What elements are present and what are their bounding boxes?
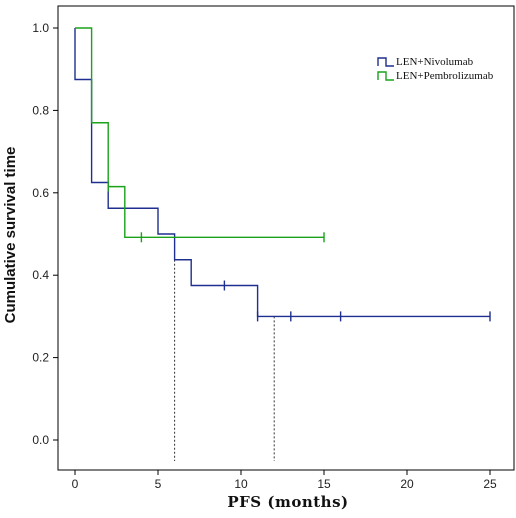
y-tick-label: 0.4: [32, 268, 49, 282]
series-pembrolizumab: [75, 27, 325, 243]
y-tick-label: 0.8: [32, 103, 49, 117]
legend-swatch: [377, 71, 394, 81]
x-tick-label: 5: [155, 477, 162, 491]
x-tick-label: 15: [317, 477, 331, 491]
x-axis-title: PFS (months): [227, 493, 348, 511]
x-tick-label: 0: [72, 477, 79, 491]
legend: LEN+Nivolumab LEN+Pembrolizumab: [377, 56, 494, 82]
y-tick-label: 0.6: [32, 186, 49, 200]
legend-label: LEN+Pembrolizumab: [396, 70, 494, 82]
legend-label: LEN+Nivolumab: [396, 56, 474, 68]
survival-step-line: [75, 27, 324, 238]
y-axis-title: Cumulative survival time: [2, 147, 19, 324]
tick-labels: 0 5 10 15 20 25 0.0 0.2 0.4 0.6 0.8 1.0: [32, 21, 497, 491]
y-tick-label: 0.0: [32, 433, 49, 447]
x-tick-label: 20: [400, 477, 414, 491]
x-tick-label: 10: [234, 477, 248, 491]
median-reference-lines: [174, 259, 275, 461]
x-tick-label: 25: [483, 477, 497, 491]
y-tick-label: 1.0: [32, 21, 49, 35]
plot-area: [57, 5, 515, 471]
survival-curves: [74, 27, 491, 322]
axes: [53, 27, 491, 475]
plot-frame: [57, 5, 515, 471]
legend-swatch: [377, 57, 394, 67]
y-tick-label: 0.2: [32, 351, 49, 365]
